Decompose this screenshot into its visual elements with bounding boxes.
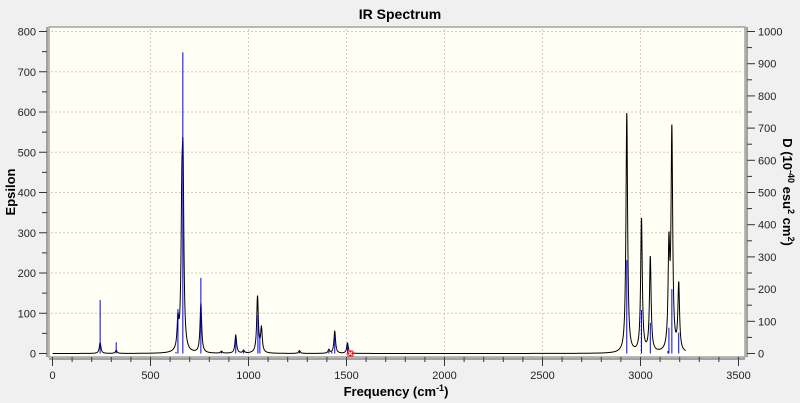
y-tick-label: 200 xyxy=(18,268,36,280)
y-axis-label: Epsilon xyxy=(3,168,18,215)
y2-tick-label: 400 xyxy=(758,220,776,232)
x-tick-label: 1000 xyxy=(236,370,260,382)
y2-tick-label: 500 xyxy=(758,188,776,200)
y2-tick-label: 700 xyxy=(758,123,776,135)
y-tick-label: 600 xyxy=(18,107,36,119)
y2-tick-label: 800 xyxy=(758,91,776,103)
y2-tick-label: 300 xyxy=(758,252,776,264)
y2-tick-label: 0 xyxy=(758,349,764,361)
spectrum-line xyxy=(52,113,686,354)
y2-label-part: D (10 xyxy=(780,138,795,170)
y-tick-label: 500 xyxy=(18,147,36,159)
y-tick-label: 300 xyxy=(18,228,36,240)
x-tick-label: 2500 xyxy=(530,370,554,382)
y2-tick-label: 100 xyxy=(758,316,776,328)
marker-x-icon xyxy=(348,351,353,356)
y2-tick-label: 200 xyxy=(758,284,776,296)
y-tick-label: 100 xyxy=(18,308,36,320)
spectrum-curve xyxy=(52,113,686,354)
x-label-main: Frequency (cm xyxy=(344,384,436,399)
stick-spectrum xyxy=(99,52,680,354)
y2-label-part: ) xyxy=(780,241,795,245)
x-tick-label: 2000 xyxy=(432,370,456,382)
frequency-marker[interactable] xyxy=(347,350,354,357)
y-tick-label: 800 xyxy=(18,27,36,39)
y2-label-sup: 2 xyxy=(786,236,796,241)
y-tick-label: 700 xyxy=(18,67,36,79)
y2-label-sup: 2 xyxy=(786,209,796,214)
x-axis-label: Frequency (cm-1) xyxy=(344,383,449,399)
x-tick-label: 0 xyxy=(49,370,55,382)
y-tick-label: 0 xyxy=(30,349,36,361)
y2-label-part: esu xyxy=(780,183,795,209)
y2-label-part: cm xyxy=(780,214,795,236)
x-tick-label: 3500 xyxy=(726,370,750,382)
x-tick-label: 3000 xyxy=(628,370,652,382)
axes: 0 500 1000 1500 2000 2500 3000 3500010020030040… xyxy=(18,27,783,383)
x-label-end: ) xyxy=(444,384,448,399)
y2-label-sup: -40 xyxy=(786,170,796,183)
chart-title: IR Spectrum xyxy=(359,6,441,22)
y2-tick-label: 1000 xyxy=(758,27,782,39)
y2-tick-label: 600 xyxy=(758,155,776,167)
x-tick-label: 500 xyxy=(141,370,159,382)
y2-tick-label: 900 xyxy=(758,59,776,71)
x-tick-label: 1500 xyxy=(334,370,358,382)
y2-axis-label: D (10-40 esu2 cm2) xyxy=(780,138,796,246)
y-tick-label: 400 xyxy=(18,188,36,200)
x-label-sup: -1 xyxy=(436,383,444,393)
